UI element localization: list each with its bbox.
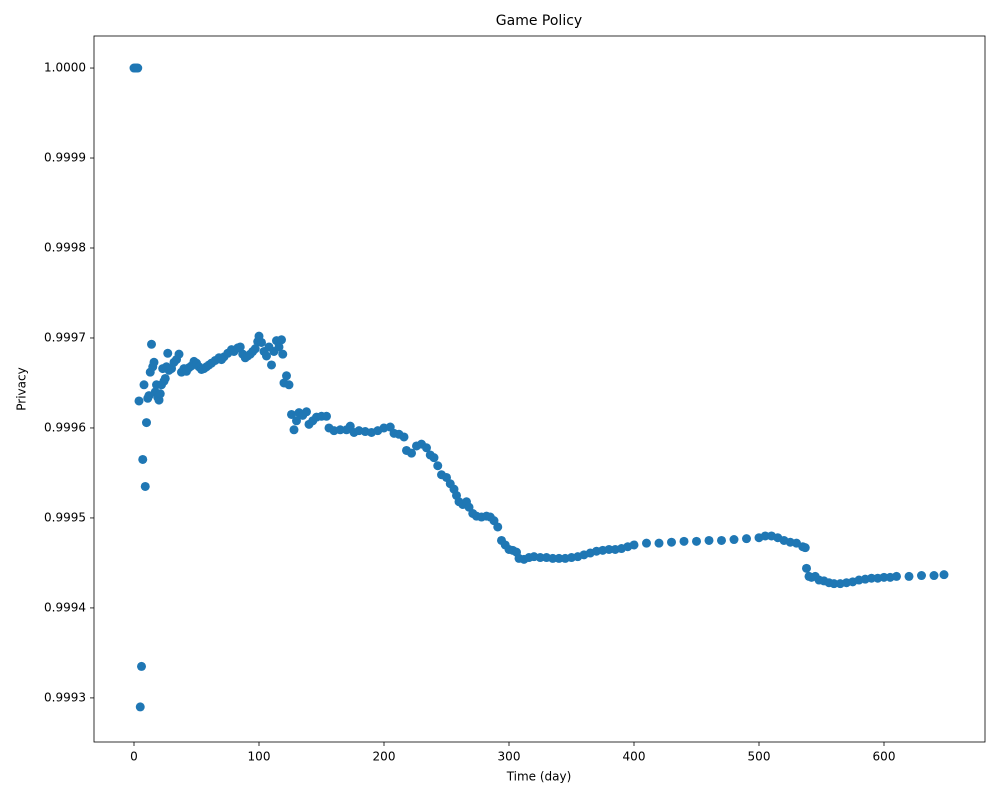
point xyxy=(867,573,876,583)
point xyxy=(692,536,701,546)
point xyxy=(250,344,260,354)
point xyxy=(163,348,173,358)
x-tick-label: 500 xyxy=(748,750,771,764)
plot-frame xyxy=(93,35,986,743)
point xyxy=(629,540,639,550)
y-tick-label: 0.9994 xyxy=(44,600,86,614)
point xyxy=(140,481,150,491)
point xyxy=(335,425,345,435)
point xyxy=(407,448,416,458)
point xyxy=(929,571,939,581)
y-tick-label: 0.9995 xyxy=(44,510,86,524)
point xyxy=(939,570,949,580)
point xyxy=(138,454,148,464)
point xyxy=(262,351,271,361)
point xyxy=(704,535,714,545)
point xyxy=(282,371,291,381)
x-axis-label: Time (day) xyxy=(506,770,572,784)
point xyxy=(235,342,245,352)
y-tick-label: 0.9997 xyxy=(44,330,86,344)
point xyxy=(292,416,301,426)
point xyxy=(257,337,266,347)
point xyxy=(139,380,149,390)
x-tick-label: 300 xyxy=(498,750,521,764)
point xyxy=(654,538,664,548)
point xyxy=(742,534,751,544)
y-tick-label: 0.9996 xyxy=(44,420,86,434)
point xyxy=(679,536,689,546)
point xyxy=(322,411,331,421)
point xyxy=(302,407,311,417)
point xyxy=(287,409,296,419)
point xyxy=(137,661,146,671)
point xyxy=(274,342,284,352)
point xyxy=(147,339,156,349)
point xyxy=(892,571,901,581)
x-tick-label: 200 xyxy=(373,750,396,764)
point xyxy=(493,522,503,532)
point xyxy=(548,553,558,563)
point xyxy=(422,443,431,453)
point xyxy=(429,453,439,463)
point xyxy=(879,572,889,582)
point xyxy=(160,373,170,383)
point xyxy=(604,544,614,554)
point xyxy=(802,563,811,573)
y-tick-label: 0.9993 xyxy=(44,690,86,704)
point xyxy=(133,63,143,73)
x-tick-label: 100 xyxy=(248,750,271,764)
point xyxy=(278,349,288,359)
point xyxy=(135,702,145,712)
y-tick-label: 1.0000 xyxy=(44,61,86,75)
point xyxy=(800,543,810,553)
point xyxy=(904,571,914,581)
point xyxy=(433,461,443,471)
point xyxy=(149,357,159,367)
point xyxy=(760,531,770,541)
point xyxy=(554,553,564,563)
point xyxy=(134,396,144,406)
y-tick-label: 0.9999 xyxy=(44,151,86,165)
x-tick-label: 400 xyxy=(623,750,646,764)
point xyxy=(142,418,151,428)
point xyxy=(642,538,651,548)
point xyxy=(155,389,165,399)
x-tick-label: 600 xyxy=(873,750,896,764)
point xyxy=(174,349,184,359)
chart-title: Game Policy xyxy=(496,13,582,29)
point xyxy=(667,537,676,547)
point xyxy=(284,380,294,390)
point xyxy=(917,571,926,581)
y-tick-label: 0.9998 xyxy=(44,240,86,254)
point xyxy=(729,535,739,545)
point xyxy=(277,335,286,345)
point xyxy=(535,553,545,563)
point xyxy=(289,425,299,435)
x-tick-label: 0 xyxy=(130,750,138,764)
point xyxy=(717,535,726,545)
y-axis-label: Privacy xyxy=(15,367,29,410)
point xyxy=(829,579,839,589)
point xyxy=(267,360,276,370)
point xyxy=(399,432,409,442)
